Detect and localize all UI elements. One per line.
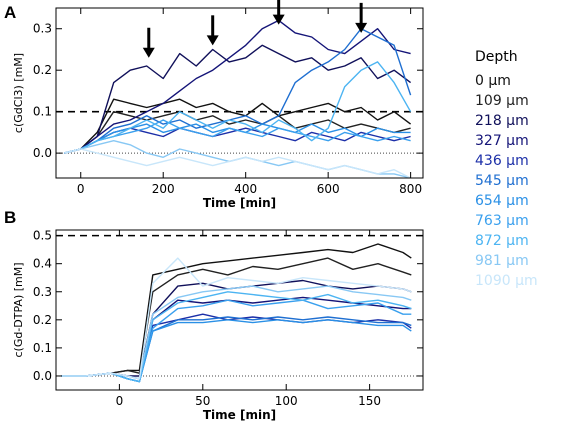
legend-entry: 0 μm bbox=[475, 73, 511, 89]
legend-entry: 327 μm bbox=[475, 133, 529, 149]
x-tick-label: 600 bbox=[317, 182, 340, 196]
legend-entry: 218 μm bbox=[475, 113, 529, 129]
series-line-4 bbox=[64, 19, 411, 154]
panel-b-letter: B bbox=[4, 208, 16, 227]
series-line-2 bbox=[61, 257, 412, 377]
plot-frame bbox=[55, 7, 424, 179]
y-tick-label: 0.1 bbox=[33, 105, 52, 119]
x-axis-label: Time [min] bbox=[203, 408, 276, 422]
y-tick-label: 0.4 bbox=[33, 257, 52, 271]
x-axis-label: Time [min] bbox=[203, 196, 276, 210]
legend-entry: 545 μm bbox=[475, 173, 529, 189]
legend-entry: 1090 μm bbox=[475, 273, 538, 289]
series-line-8 bbox=[64, 119, 411, 154]
chart-panel-a: 0 200 400 600 800 0.0 0.1 0.2 0.3 Time [min] c(GdC… bbox=[12, 0, 424, 210]
legend-entry: 872 μm bbox=[475, 233, 529, 249]
panel-a-letter: A bbox=[4, 3, 16, 22]
series-line-8 bbox=[61, 299, 412, 383]
peak-arrow-1 bbox=[142, 27, 155, 58]
series-line-1 bbox=[64, 98, 412, 154]
y-tick-label: 0.2 bbox=[33, 63, 52, 77]
x-tick-label: 100 bbox=[275, 394, 298, 408]
x-tick-label: 150 bbox=[358, 394, 381, 408]
x-tick-label: 50 bbox=[195, 394, 210, 408]
series-line-11 bbox=[61, 257, 412, 380]
x-tick-label: 0 bbox=[77, 182, 85, 196]
y-axis-label: c(GdCl3) [mM] bbox=[12, 53, 25, 133]
peak-arrow-3 bbox=[272, 0, 285, 25]
peak-arrow-4 bbox=[355, 2, 368, 33]
legend: Depth 0 μm 109 μm 218 μm 327 μm 436 μm 545 μm… bbox=[475, 49, 538, 289]
chart-panel-b: 0 50 100 150 0.0 0.1 0.2 0.3 0.4 0.5 Time [min] c(G… bbox=[12, 229, 424, 422]
legend-entry: 436 μm bbox=[475, 153, 529, 169]
y-tick-label: 0.3 bbox=[33, 22, 52, 36]
series-line-6 bbox=[64, 28, 412, 154]
series-line-7 bbox=[64, 123, 411, 154]
y-tick-label: 0.5 bbox=[33, 229, 52, 243]
series-line-9 bbox=[64, 61, 412, 154]
x-tick-label: 400 bbox=[234, 182, 257, 196]
series-line-10 bbox=[61, 285, 412, 380]
peak-arrow-2 bbox=[206, 15, 219, 46]
series-line-6 bbox=[61, 316, 412, 383]
y-tick-label: 0.3 bbox=[33, 285, 52, 299]
legend-entry: 763 μm bbox=[475, 213, 529, 229]
legend-entry: 109 μm bbox=[475, 93, 529, 109]
series-line-3 bbox=[61, 279, 412, 377]
series-line-1 bbox=[61, 243, 412, 377]
series-line-4 bbox=[61, 296, 412, 380]
y-tick-label: 0.1 bbox=[33, 341, 52, 355]
x-tick-label: 200 bbox=[152, 182, 175, 196]
plot-frame bbox=[55, 229, 424, 391]
legend-entry: 654 μm bbox=[475, 193, 529, 209]
legend-title: Depth bbox=[475, 49, 518, 65]
legend-entry: 981 μm bbox=[475, 253, 529, 269]
series-line-3 bbox=[64, 44, 412, 154]
y-tick-label: 0.0 bbox=[33, 146, 52, 160]
series-line-5 bbox=[61, 313, 412, 383]
x-tick-label: 0 bbox=[116, 394, 124, 408]
x-tick-label: 800 bbox=[399, 182, 422, 196]
series-line-9 bbox=[61, 291, 412, 383]
y-axis-label: c(Gd-DTPA) [mM] bbox=[12, 262, 25, 357]
y-tick-label: 0.2 bbox=[33, 313, 52, 327]
series-line-11 bbox=[64, 148, 411, 179]
y-tick-label: 0.0 bbox=[33, 369, 52, 383]
